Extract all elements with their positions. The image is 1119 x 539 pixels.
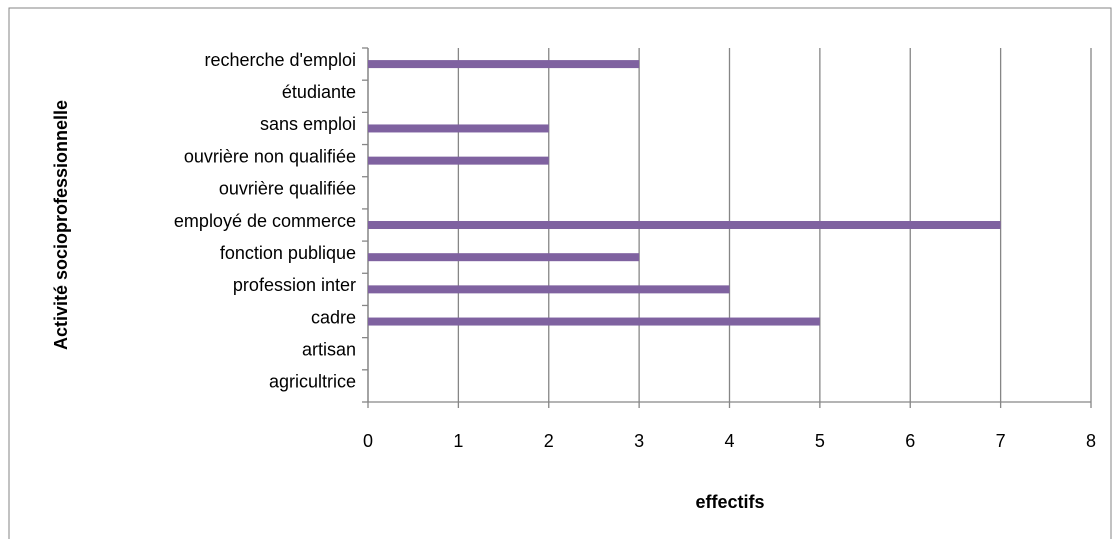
y-axis-title: Activité socioprofessionnelle <box>51 100 71 350</box>
bar <box>368 156 549 165</box>
x-tick-label: 2 <box>544 431 554 451</box>
bar <box>368 253 640 262</box>
bar <box>368 124 549 133</box>
x-axis-title: effectifs <box>695 492 764 512</box>
x-tick-label: 1 <box>453 431 463 451</box>
y-tick-label: ouvrière qualifiée <box>219 179 356 199</box>
y-tick-label: ouvrière non qualifiée <box>184 146 356 166</box>
y-tick-label: cadre <box>311 307 356 327</box>
y-tick-label: recherche d'emploi <box>204 50 356 70</box>
bar <box>368 60 640 69</box>
y-tick-label: étudiante <box>282 82 356 102</box>
x-tick-label: 4 <box>724 431 734 451</box>
y-tick-label: agricultrice <box>269 372 356 392</box>
y-tick-label: employé de commerce <box>174 211 356 231</box>
bar <box>368 221 1001 229</box>
y-tick-label: artisan <box>302 339 356 359</box>
y-tick-label: sans emploi <box>260 114 356 134</box>
bar <box>368 285 730 294</box>
x-tick-label: 0 <box>363 431 373 451</box>
y-tick-label: profession inter <box>233 275 356 295</box>
bar <box>368 317 820 326</box>
x-tick-label: 3 <box>634 431 644 451</box>
x-tick-label: 8 <box>1086 431 1096 451</box>
x-tick-label: 7 <box>996 431 1006 451</box>
y-tick-label: fonction publique <box>220 243 356 263</box>
chart-frame <box>8 7 1112 539</box>
x-tick-label: 5 <box>815 431 825 451</box>
x-tick-label: 6 <box>905 431 915 451</box>
